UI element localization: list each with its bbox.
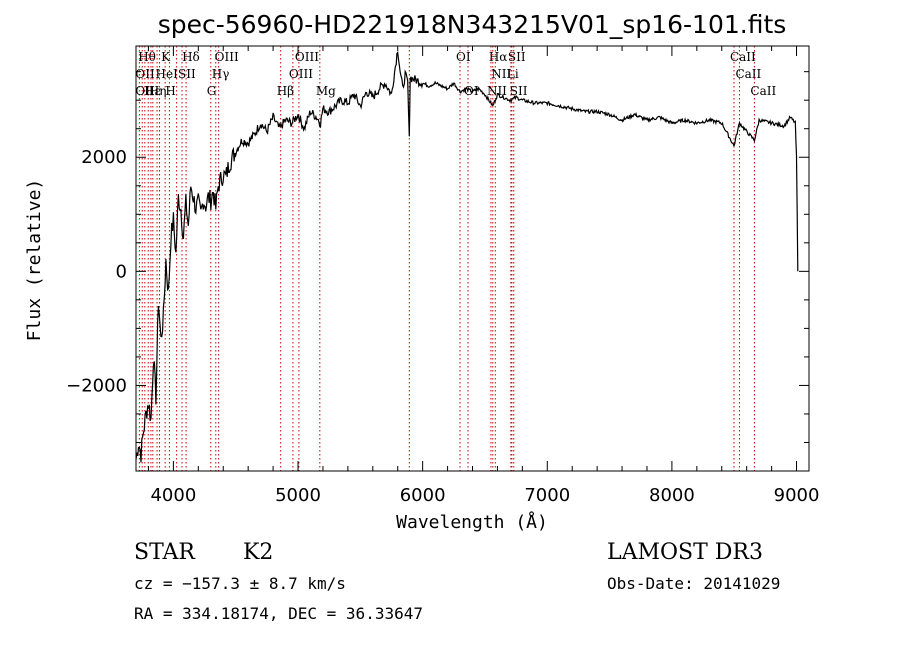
x-tick-label-0: 4000 bbox=[150, 485, 196, 506]
line-label-0: Hθ bbox=[138, 50, 156, 64]
survey-name: LAMOST DR3 bbox=[607, 540, 763, 565]
line-label-12: Hγ bbox=[212, 67, 230, 81]
x-tick-label-2: 6000 bbox=[400, 485, 446, 506]
line-label-26: SII bbox=[510, 84, 528, 98]
x-axis-ticks: 4000 5000 6000 7000 8000 9000 bbox=[147, 46, 820, 506]
line-label-27: CaII bbox=[750, 84, 776, 98]
x-tick-label-5: 9000 bbox=[774, 485, 820, 506]
object-class: STAR bbox=[134, 540, 196, 565]
line-label-24: OI bbox=[464, 84, 479, 98]
y-tick-label-1: 0 bbox=[116, 261, 127, 282]
line-label-1: K bbox=[161, 50, 171, 64]
x-tick-label-3: 7000 bbox=[524, 485, 570, 506]
chart-title: spec-56960-HD221918N343215V01_sp16-101.f… bbox=[158, 10, 787, 39]
x-tick-label-1: 5000 bbox=[275, 485, 321, 506]
line-label-22: Hβ bbox=[277, 84, 294, 98]
line-label-19: Hη bbox=[149, 84, 167, 98]
line-label-11: SII bbox=[178, 67, 196, 81]
line-label-25: NII bbox=[487, 84, 507, 98]
line-label-17: OII bbox=[135, 84, 155, 98]
y-axis-ticks: −2000 0 2000 bbox=[66, 71, 809, 443]
x-axis-label: Wavelength (Å) bbox=[396, 511, 548, 533]
line-label-18: Hε bbox=[144, 84, 161, 98]
plot-frame bbox=[135, 45, 810, 472]
line-markers bbox=[138, 46, 755, 471]
spectrum-series bbox=[135, 51, 799, 463]
y-axis-label: Flux (relative) bbox=[24, 179, 45, 342]
object-subclass: K2 bbox=[243, 540, 273, 565]
line-label-16: CaII bbox=[735, 67, 761, 81]
obs-date-text: Obs-Date: 20141029 bbox=[607, 574, 780, 593]
line-label-3: OIII bbox=[215, 50, 239, 64]
line-label-13: OIII bbox=[289, 67, 313, 81]
line-label-7: SII bbox=[508, 50, 526, 64]
line-label-9: OII bbox=[135, 67, 155, 81]
line-label-2: Hδ bbox=[182, 50, 200, 64]
line-label-10: HeI bbox=[156, 67, 179, 81]
y-tick-label-0: −2000 bbox=[66, 375, 127, 396]
line-label-14: NII bbox=[491, 67, 511, 81]
y-tick-label-2: 2000 bbox=[81, 147, 127, 168]
line-label-8: CaII bbox=[730, 50, 756, 64]
x-tick-label-4: 8000 bbox=[649, 485, 695, 506]
coordinates-text: RA = 334.18174, DEC = 36.33647 bbox=[134, 604, 423, 623]
line-label-20: H bbox=[165, 84, 175, 98]
line-label-15: Li bbox=[507, 67, 519, 81]
line-label-21: G bbox=[207, 84, 217, 98]
line-label-23: Mg bbox=[316, 84, 336, 98]
line-label-6: Hα bbox=[489, 50, 508, 64]
line-label-4: OIII bbox=[295, 50, 319, 64]
line-label-5: OI bbox=[456, 50, 471, 64]
redshift-text: cz = −157.3 ± 8.7 km/s bbox=[134, 574, 346, 593]
